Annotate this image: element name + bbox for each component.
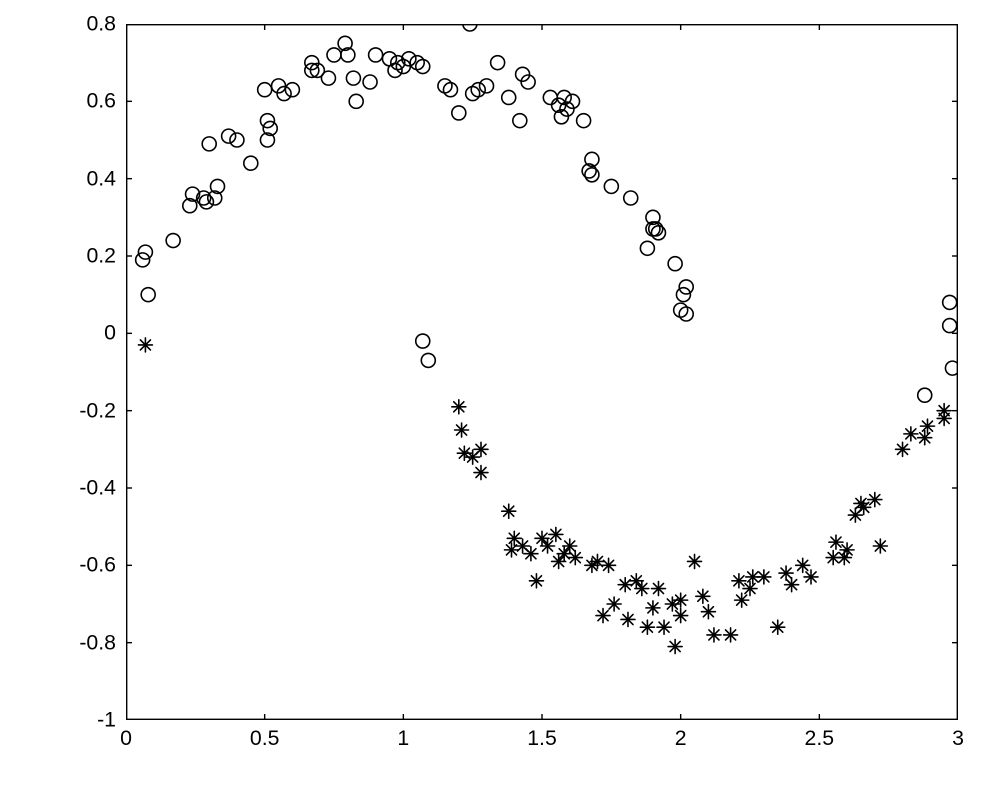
y-tick-label: -0.2: [79, 398, 116, 423]
y-tick-label: 0.6: [86, 89, 116, 114]
y-tick-label: -0.6: [79, 553, 116, 578]
x-tick-label: 0.5: [250, 726, 280, 751]
x-tick-label: 0: [120, 726, 132, 751]
y-tick-label: -1: [97, 708, 116, 733]
y-tick-label: 0.8: [86, 12, 116, 37]
y-tick-label: 0.2: [86, 244, 116, 269]
x-tick-label: 1: [397, 726, 409, 751]
plot-area: [126, 24, 958, 720]
x-tick-label: 2: [675, 726, 687, 751]
y-tick-label: 0: [104, 321, 116, 346]
y-tick-label: -0.4: [79, 476, 116, 501]
y-tick-label: 0.4: [86, 166, 116, 191]
x-tick-label: 2.5: [805, 726, 835, 751]
x-tick-label: 3: [952, 726, 964, 751]
y-tick-label: -0.8: [79, 630, 116, 655]
plot-svg: [126, 24, 958, 720]
x-tick-label: 1.5: [527, 726, 557, 751]
chart-container: 0 0.5 1 1.5 2 2.5 3 -1 -0.8 -0.6 -0.4 -0.2 0 0.2 0.4 0…: [0, 0, 1000, 785]
